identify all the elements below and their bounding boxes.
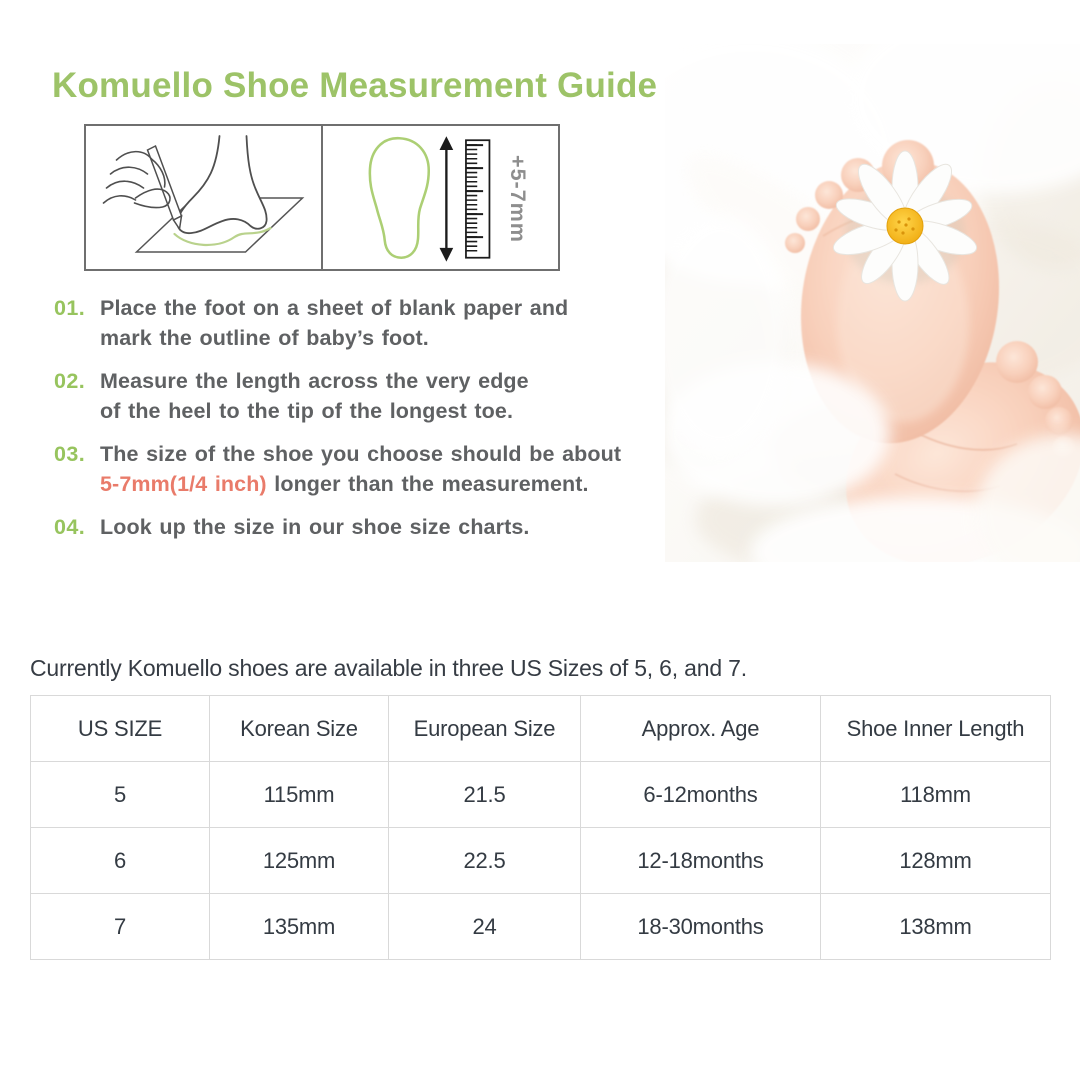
cell-approx-age: 18-30months [580,893,821,960]
step-number: 04. [54,515,86,539]
size-chart-table: US SIZE Korean Size European Size Approx… [30,695,1051,960]
arrow-up-down-icon [439,136,454,262]
foot-measure-icon: +5-7mm [368,136,530,262]
foot-measure-illustration: +5-7mm [321,126,558,269]
cell-european-size: 22.5 [388,827,581,894]
col-header-european-size: European Size [388,695,581,762]
step-text-before: Place the foot on a sheet of blank paper… [100,296,569,350]
cell-korean-size: 115mm [209,761,389,828]
cell-european-size: 21.5 [388,761,581,828]
step-text-before: The size of the shoe you choose should b… [100,442,622,466]
foot-tracing-icon [102,135,305,253]
foot-tracing-illustration [86,126,321,269]
step-item-1: 01. Place the foot on a sheet of blank p… [54,293,654,353]
cell-us-size: 6 [30,827,210,894]
col-header-approx-age: Approx. Age [580,695,821,762]
footprint-outline-icon [368,136,431,259]
col-header-korean-size: Korean Size [209,695,389,762]
baby-feet-photo [665,44,1080,562]
step-item-4: 04. Look up the size in our shoe size ch… [54,512,654,542]
step-text-after: longer than the measurement. [266,472,589,496]
measurement-diagram: +5-7mm [84,124,560,271]
step-number: 03. [54,442,86,466]
step-text: Look up the size in our shoe size charts… [100,512,529,542]
col-header-inner-length: Shoe Inner Length [820,695,1051,762]
ruler-extra-length-label: +5-7mm [506,155,530,243]
measurement-steps: 01. Place the foot on a sheet of blank p… [54,293,654,542]
cell-korean-size: 125mm [209,827,389,894]
step-item-3: 03. The size of the shoe you choose shou… [54,439,654,499]
step-text-highlight: 5-7mm(1/4 inch) [100,472,267,496]
step-text-before: Look up the size in our shoe size charts… [100,515,530,539]
cell-us-size: 5 [30,761,210,828]
daisy-icon [832,150,978,302]
table-row: 7 135mm 24 18-30months 138mm [30,893,1051,960]
cell-inner-length: 138mm [820,893,1051,960]
availability-note: Currently Komuello shoes are available i… [30,655,747,681]
table-row: 6 125mm 22.5 12-18months 128mm [30,827,1051,894]
towel-overlap [665,214,1080,562]
cell-us-size: 7 [30,893,210,960]
cell-european-size: 24 [388,893,581,960]
col-header-us-size: US SIZE [30,695,210,762]
page-title: Komuello Shoe Measurement Guide [52,66,658,105]
step-text-before: Measure the length across the very edge … [100,369,529,423]
step-number: 01. [54,296,86,320]
cell-inner-length: 128mm [820,827,1051,894]
cell-korean-size: 135mm [209,893,389,960]
ruler-icon [465,139,491,259]
step-text: The size of the shoe you choose should b… [100,439,621,499]
cell-inner-length: 118mm [820,761,1051,828]
table-row: 5 115mm 21.5 6-12months 118mm [30,761,1051,828]
step-text: Place the foot on a sheet of blank paper… [100,293,568,353]
step-item-2: 02. Measure the length across the very e… [54,366,654,426]
step-number: 02. [54,369,86,393]
step-text: Measure the length across the very edge … [100,366,529,426]
cell-approx-age: 12-18months [580,827,821,894]
cell-approx-age: 6-12months [580,761,821,828]
table-header-row: US SIZE Korean Size European Size Approx… [30,695,1051,762]
